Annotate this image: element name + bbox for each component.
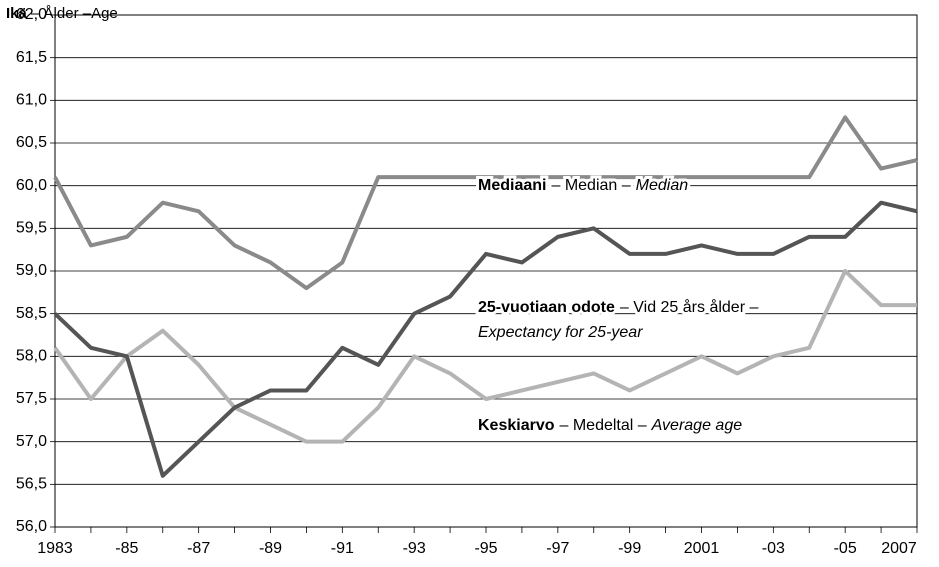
series-label-italic: Median	[636, 177, 689, 194]
series-line	[53, 200, 918, 478]
x-tick-label: 2001	[684, 540, 720, 557]
y-tick-label: 62,0	[16, 6, 47, 23]
y-tick-label: 56,5	[16, 476, 47, 493]
y-tick-label: 57,5	[16, 390, 47, 407]
y-tick-label: 60,0	[16, 177, 47, 194]
y-tick-label: 61,5	[16, 49, 47, 66]
x-tick-label: -99	[618, 540, 641, 557]
series-label-bold: Keskiarvo	[478, 417, 555, 434]
series-label-italic: Expectancy for 25-year	[478, 324, 643, 341]
y-tick-label: 61,0	[16, 92, 47, 109]
series-label-regular: – Vid 25 års ålder –	[620, 298, 759, 316]
x-tick-label: -93	[403, 540, 426, 557]
series-label: Keskiarvo – Medeltal – Average age	[478, 417, 742, 434]
x-tick-label: -05	[834, 540, 857, 557]
x-tick-label: -85	[115, 540, 138, 557]
y-tick-label: 60,5	[16, 134, 47, 151]
y-axis-title-bold: Ikä	[6, 5, 28, 22]
x-tick-label: -91	[331, 540, 354, 557]
x-tick-label: -89	[259, 540, 282, 557]
series-line	[53, 269, 917, 444]
series-label-regular: – Median –	[551, 177, 630, 194]
x-tick-label: 1983	[37, 540, 73, 557]
y-axis-title: Ikä – Ålder –Age	[6, 5, 118, 22]
series-label-bold: 25-vuotiaan odote	[478, 299, 615, 316]
y-tick-label: 58,5	[16, 305, 47, 322]
y-tick-label: 58,0	[16, 348, 47, 365]
series-label: 25-vuotiaan odote – Vid 25 års ålder – Exp…	[478, 298, 758, 341]
series-label-bold: Mediaani	[478, 177, 546, 194]
series-label-italic: Average age	[651, 417, 743, 434]
series-label-regular: – Medeltal –	[560, 417, 647, 434]
x-tick-label: -87	[187, 540, 210, 557]
x-tick-label: -95	[474, 540, 497, 557]
y-tick-label: 56,0	[16, 518, 47, 535]
y-tick-label: 59,5	[16, 220, 47, 237]
y-tick-label: 59,0	[16, 262, 47, 279]
x-tick-label: 2007	[881, 540, 917, 557]
series-label: Mediaani – Median – Median	[478, 177, 688, 194]
series-line	[53, 115, 918, 291]
y-axis-title-rest: – Ålder –Age	[31, 5, 118, 22]
y-tick-label: 57,0	[16, 433, 47, 450]
x-tick-label: -97	[546, 540, 569, 557]
x-tick-label: -03	[762, 540, 785, 557]
